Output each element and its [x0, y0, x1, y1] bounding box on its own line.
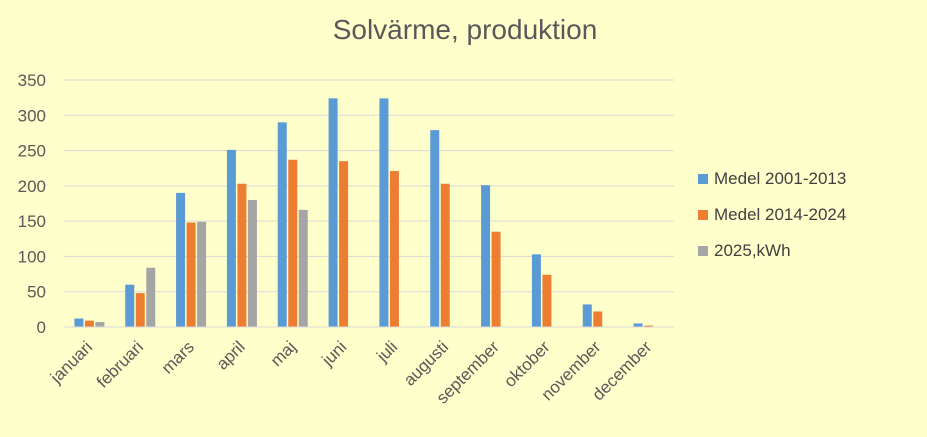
- bar: [339, 161, 349, 327]
- x-tick-label: februari: [93, 337, 147, 391]
- y-tick-label: 50: [27, 283, 46, 302]
- bar: [491, 231, 501, 327]
- bar: [582, 304, 592, 327]
- legend-swatch: [698, 246, 708, 256]
- y-tick-label: 200: [18, 177, 46, 196]
- bar: [298, 209, 308, 327]
- x-tick-label: april: [213, 337, 249, 373]
- chart-title: Solvärme, produktion: [332, 14, 598, 45]
- bar: [288, 159, 298, 327]
- y-tick-label: 100: [18, 247, 46, 266]
- bar: [135, 293, 145, 327]
- bar: [542, 274, 552, 327]
- bar: [430, 130, 440, 327]
- bar: [186, 222, 196, 327]
- bar: [389, 171, 399, 327]
- y-tick-label: 300: [18, 106, 46, 125]
- bar: [84, 320, 94, 327]
- bar: [197, 221, 207, 327]
- bar: [440, 183, 450, 327]
- bar: [74, 318, 84, 327]
- x-tick-label: mars: [158, 337, 198, 377]
- legend-label: Medel 2014-2024: [714, 205, 846, 224]
- legend-label: Medel 2001-2013: [714, 169, 846, 188]
- bar: [277, 122, 287, 327]
- bar: [633, 323, 643, 327]
- x-tick-label: juni: [318, 337, 351, 370]
- y-tick-label: 350: [18, 71, 46, 90]
- x-tick-label: maj: [267, 337, 300, 370]
- bar: [644, 325, 654, 327]
- y-tick-label: 150: [18, 212, 46, 231]
- bar: [379, 98, 389, 327]
- bar: [125, 284, 135, 327]
- bar: [593, 311, 603, 327]
- x-tick-label: juli: [372, 337, 401, 366]
- bar: [481, 185, 491, 327]
- bar: [95, 322, 105, 327]
- bar: [237, 183, 247, 327]
- bar: [176, 192, 186, 327]
- bar: [247, 199, 257, 327]
- bar: [328, 98, 338, 327]
- legend-swatch: [698, 210, 708, 220]
- legend-swatch: [698, 174, 708, 184]
- bar: [226, 149, 236, 327]
- x-tick-label: januari: [46, 337, 96, 387]
- legend-label: 2025,kWh: [714, 241, 791, 260]
- y-tick-label: 250: [18, 142, 46, 161]
- bar: [146, 267, 156, 327]
- bar: [531, 254, 541, 327]
- y-tick-label: 0: [37, 318, 46, 337]
